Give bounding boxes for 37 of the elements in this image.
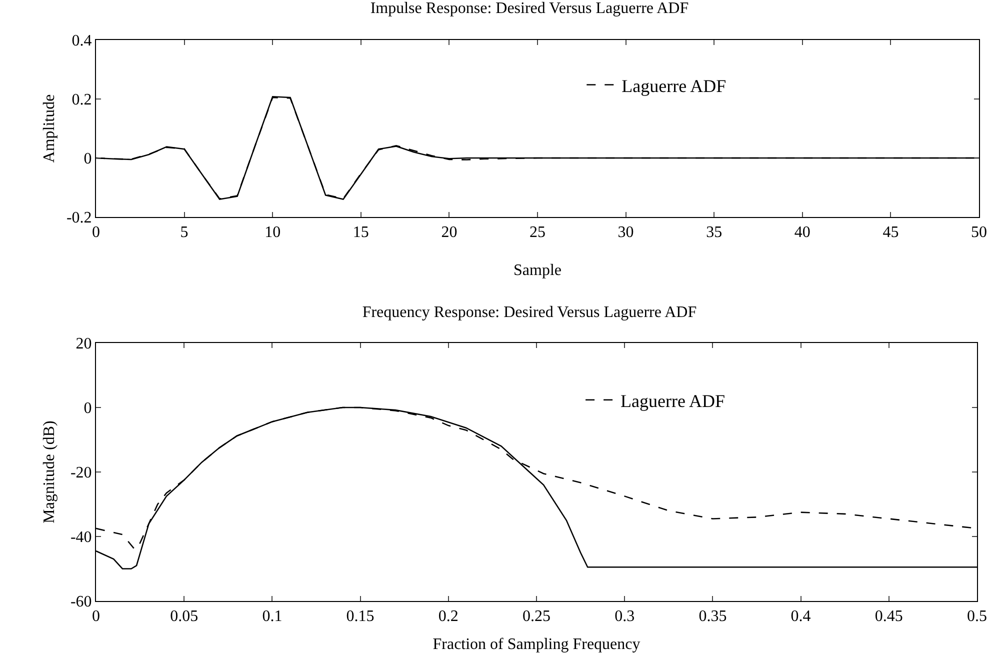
y-tick-label: -0.2 [66,210,92,227]
y-tick-label: 20 [76,336,92,353]
x-tick-label: 35 [706,224,722,242]
legend-label: Laguerre ADF [622,76,726,96]
x-tick-label: 30 [618,224,634,242]
y-tick-label: -60 [70,594,92,611]
x-tick-label: 40 [794,224,810,242]
x-tick-label: 0.45 [874,608,903,626]
y-axis-title: Magnitude (dB) [41,420,58,524]
legend-label: Laguerre ADF [620,390,726,411]
y-tick-label: 0.4 [72,32,92,50]
x-tick-label: 0.1 [262,608,282,626]
x-tick-label: 45 [882,224,899,242]
chart-title: Impulse Response: Desired Versus Laguerre ADF [370,0,689,18]
y-tick-label: 0 [84,400,92,418]
x-tick-label: 0.4 [790,608,811,626]
x-tick-label: 25 [530,224,546,242]
x-tick-label: 0.3 [614,608,635,626]
x-axis-title: Sample [514,262,562,279]
x-tick-label: 0.15 [346,608,374,626]
y-tick-label: 0.2 [72,92,92,109]
x-tick-label: 0.25 [522,608,550,626]
y-tick-label: 0 [84,150,92,168]
x-tick-label: 0.5 [967,608,987,626]
x-tick-label: 5 [180,224,188,242]
x-axis-title: Fraction of Sampling Frequency [432,636,640,653]
x-tick-label: 0.05 [170,608,198,626]
y-tick-label: -40 [70,529,92,546]
y-axis-title: Amplitude [41,94,58,163]
x-tick-label: 20 [441,224,458,242]
x-tick-label: 50 [971,224,987,242]
y-tick-label: -20 [70,464,92,482]
x-tick-label: 0.35 [698,608,727,626]
x-tick-label: 10 [264,224,281,242]
x-tick-label: 15 [352,224,369,242]
x-tick-label: 0.2 [438,608,458,626]
chart-title: Frequency Response: Desired Versus Laguerre ADF [362,304,697,322]
